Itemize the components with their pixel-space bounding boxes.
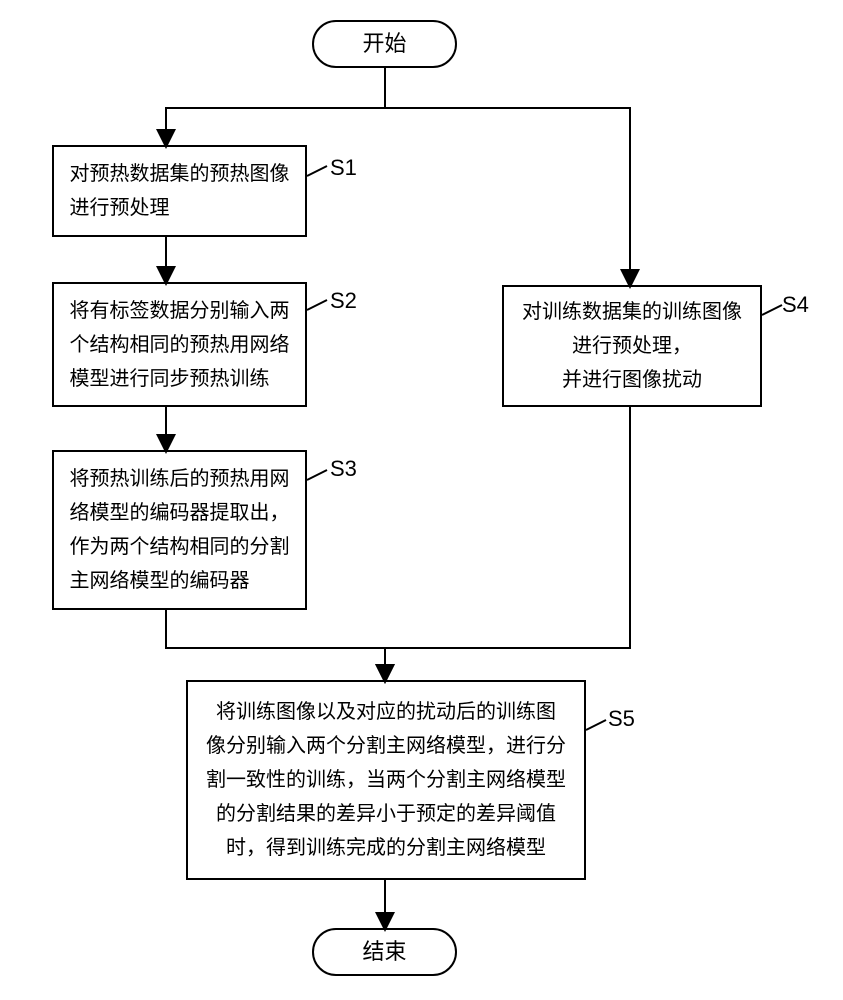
- label-s1: S1: [330, 155, 357, 181]
- process-s4: 对训练数据集的训练图像 进行预处理， 并进行图像扰动: [502, 285, 762, 407]
- label-s3: S3: [330, 456, 357, 482]
- arrow-s2-label-leader: [307, 300, 327, 310]
- terminal-start-text: 开始: [362, 33, 406, 55]
- terminal-end-text: 结束: [362, 941, 406, 963]
- arrow-s4-label-leader: [762, 305, 782, 315]
- process-s3-text: 将预热训练后的预热用网 络模型的编码器提取出， 作为两个结构相同的分割 主网络模…: [70, 462, 290, 598]
- process-s1: 对预热数据集的预热图像 进行预处理: [52, 145, 307, 237]
- label-s5: S5: [608, 706, 635, 732]
- terminal-start: 开始: [312, 20, 457, 68]
- arrow-s1-label-leader: [307, 166, 327, 176]
- process-s5: 将训练图像以及对应的扰动后的训练图 像分别输入两个分割主网络模型，进行分 割一致…: [186, 680, 586, 880]
- arrow-start-to-s1: [166, 68, 385, 145]
- terminal-end: 结束: [312, 928, 457, 976]
- arrow-s3-to-s5: [166, 610, 385, 680]
- process-s4-text: 对训练数据集的训练图像 进行预处理， 并进行图像扰动: [522, 295, 742, 397]
- process-s2-text: 将有标签数据分别输入两 个结构相同的预热用网络 模型进行同步预热训练: [70, 294, 290, 396]
- arrow-s3-label-leader: [307, 470, 327, 480]
- arrow-s5-label-leader: [586, 720, 606, 730]
- arrow-s4-to-s5: [385, 407, 630, 680]
- label-s2: S2: [330, 288, 357, 314]
- process-s1-text: 对预热数据集的预热图像 进行预处理: [70, 157, 290, 225]
- process-s5-text: 将训练图像以及对应的扰动后的训练图 像分别输入两个分割主网络模型，进行分 割一致…: [206, 695, 566, 865]
- process-s2: 将有标签数据分别输入两 个结构相同的预热用网络 模型进行同步预热训练: [52, 282, 307, 407]
- arrow-start-to-s4: [385, 68, 630, 285]
- process-s3: 将预热训练后的预热用网 络模型的编码器提取出， 作为两个结构相同的分割 主网络模…: [52, 450, 307, 610]
- label-s4: S4: [782, 292, 809, 318]
